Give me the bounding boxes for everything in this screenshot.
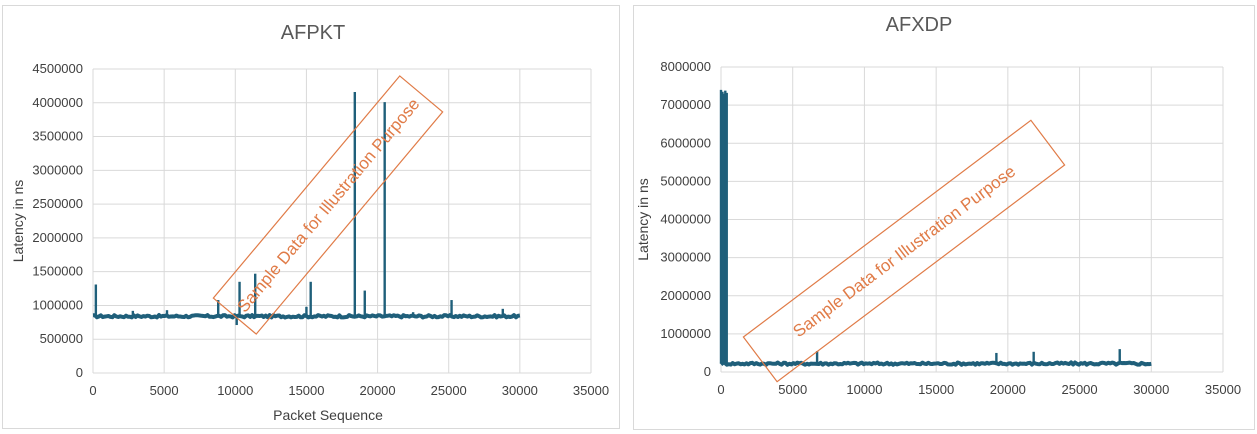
watermark: Sample Data for Illustration Purpose <box>742 119 1066 383</box>
x-tick-label: 30000 <box>502 383 538 398</box>
x-tick-label: 35000 <box>1205 382 1241 397</box>
x-tick-label: 0 <box>89 383 96 398</box>
y-tick-label: 3000000 <box>660 250 711 265</box>
y-tick-label: 2000000 <box>32 230 83 245</box>
y-tick-label: 3500000 <box>32 129 83 144</box>
y-tick-label: 5000000 <box>660 173 711 188</box>
y-tick-label: 3000000 <box>32 162 83 177</box>
y-tick-label: 4500000 <box>32 61 83 76</box>
x-tick-label: 30000 <box>1133 382 1169 397</box>
x-tick-label: 5000 <box>150 383 179 398</box>
x-tick-label: 15000 <box>918 382 954 397</box>
chart-title: AFPKT <box>281 22 345 44</box>
y-axis-label: Latency in ns <box>10 180 26 263</box>
y-tick-label: 1000000 <box>660 326 711 341</box>
chart-panel-afxdp: AFXDP 0 1000000 2000000 3000000 4000000 500000… <box>633 5 1255 430</box>
x-tick-label: 15000 <box>288 383 324 398</box>
chart-afxdp: AFXDP 0 1000000 2000000 3000000 4000000 500000… <box>635 14 1241 397</box>
y-tick-label: 2500000 <box>32 196 83 211</box>
chart-panel-afpkt: AFPKT 0 500000 1000000 1500000 2000000 2500000… <box>2 5 620 429</box>
x-tick-label: 5000 <box>778 382 807 397</box>
x-tick-label: 20000 <box>359 383 395 398</box>
y-tick-label: 4000000 <box>32 95 83 110</box>
y-tick-label: 4000000 <box>660 212 711 227</box>
x-tick-label: 25000 <box>1061 382 1097 397</box>
y-tick-label: 8000000 <box>660 59 711 74</box>
x-tick-label: 10000 <box>846 382 882 397</box>
chart-afpkt: AFPKT 0 500000 1000000 1500000 2000000 2500000… <box>10 22 609 423</box>
watermark-box <box>742 119 1066 383</box>
y-axis-label: Latency in ns <box>635 178 651 261</box>
y-tick-label: 7000000 <box>660 97 711 112</box>
x-tick-label: 0 <box>717 382 724 397</box>
x-tick-label: 10000 <box>217 383 253 398</box>
y-tick-label: 2000000 <box>660 288 711 303</box>
series-line <box>719 360 1152 367</box>
watermark: Sample Data for Illustration Purpose <box>212 75 444 335</box>
y-tick-label: 6000000 <box>660 135 711 150</box>
y-tick-label: 500000 <box>40 331 83 346</box>
x-tick-label: 20000 <box>990 382 1026 397</box>
y-tick-label: 0 <box>704 364 711 379</box>
y-tick-label: 0 <box>76 365 83 380</box>
x-tick-label: 25000 <box>431 383 467 398</box>
y-tick-label: 1000000 <box>32 297 83 312</box>
y-tick-label: 1500000 <box>32 264 83 279</box>
watermark-text: Sample Data for Illustration Purpose <box>790 162 1020 342</box>
x-axis-label: Packet Sequence <box>273 407 383 423</box>
watermark-text: Sample Data for Illustration Purpose <box>233 95 423 316</box>
chart-title: AFXDP <box>886 14 953 36</box>
x-tick-label: 35000 <box>573 383 609 398</box>
watermark-box <box>212 75 444 335</box>
